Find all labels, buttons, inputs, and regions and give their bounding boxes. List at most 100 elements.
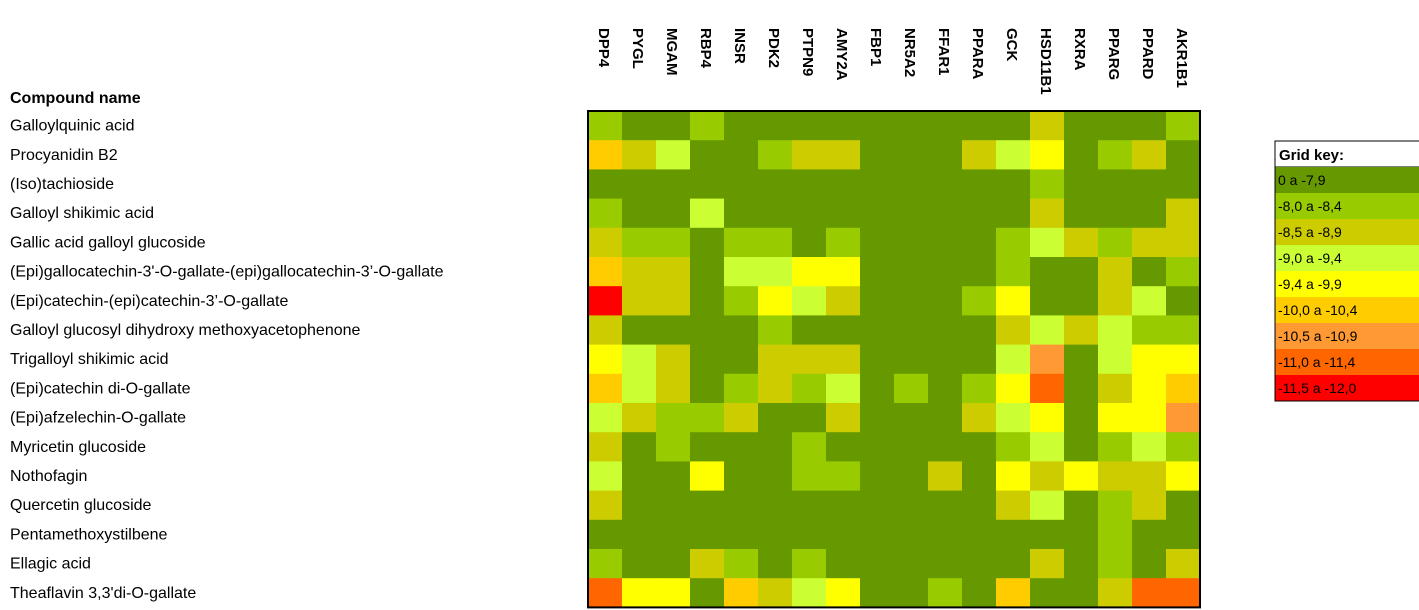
heatmap-cell (962, 519, 997, 550)
heatmap-cell (622, 315, 657, 346)
heatmap-cell (1166, 519, 1201, 550)
column-label: AMY2A (833, 28, 850, 81)
heatmap-cell (758, 490, 793, 521)
heatmap-cell (792, 519, 827, 550)
heatmap-cell (962, 432, 997, 462)
legend-swatch (1275, 375, 1419, 401)
heatmap-cell (622, 403, 657, 433)
heatmap-cell (690, 111, 725, 141)
legend-label: -11,0 a -11,4 (1278, 354, 1356, 370)
row-header-label: Compound name (10, 90, 141, 107)
heatmap-cell (588, 169, 623, 200)
heatmap-cell (690, 140, 725, 170)
heatmap-cell (1132, 549, 1167, 579)
row-label: Nothofagin (10, 468, 87, 485)
heatmap-cell (962, 490, 997, 521)
heatmap-cell (1132, 315, 1167, 346)
heatmap-cell (792, 257, 827, 287)
column-label: FFAR1 (935, 28, 952, 76)
heatmap-cell (996, 111, 1031, 141)
heatmap-cell (588, 519, 623, 550)
heatmap-cell (928, 490, 963, 521)
row-label: (Epi)gallocatechin-3'-O-gallate-(epi)gal… (10, 264, 444, 281)
heatmap-cell (962, 140, 997, 170)
row-label: (Epi)afzelechin-O-gallate (10, 410, 186, 427)
heatmap-cell (690, 257, 725, 287)
heatmap-cell (928, 578, 963, 608)
heatmap-cell (928, 344, 963, 375)
heatmap-cell (894, 140, 929, 170)
heatmap-cell (826, 257, 861, 287)
heatmap-cell (826, 578, 861, 608)
heatmap-cell (758, 111, 793, 141)
heatmap-cell (1098, 490, 1133, 521)
heatmap-cell (1132, 519, 1167, 550)
heatmap-cell (758, 169, 793, 200)
heatmap-cell (1064, 373, 1099, 404)
heatmap-cell (622, 490, 657, 521)
heatmap-cell (690, 490, 725, 521)
heatmap-cell (656, 578, 691, 608)
heatmap-cell (1064, 140, 1099, 170)
heatmap-cell (928, 461, 963, 492)
heatmap-cell (860, 198, 895, 229)
heatmap-cell (622, 373, 657, 404)
heatmap-cell (724, 344, 759, 375)
heatmap-cell (1132, 373, 1167, 404)
heatmap-cell (792, 344, 827, 375)
heatmap-border (587, 110, 1201, 609)
heatmap-cell (690, 344, 725, 375)
heatmap-cell (724, 286, 759, 316)
heatmap-cell (928, 169, 963, 200)
row-label: Procyanidin B2 (10, 147, 118, 164)
heatmap-cell (1166, 490, 1201, 521)
heatmap-cell (588, 257, 623, 287)
heatmap-cell (724, 403, 759, 433)
heatmap-cell (622, 519, 657, 550)
heatmap-cell (826, 198, 861, 229)
heatmap-cell (894, 344, 929, 375)
heatmap-cell (894, 461, 929, 492)
heatmap-cell (894, 403, 929, 433)
heatmap-cell (1030, 198, 1065, 229)
heatmap-cell (996, 403, 1031, 433)
heatmap-cell (1064, 315, 1099, 346)
heatmap-cell (758, 227, 793, 258)
heatmap-cell (860, 432, 895, 462)
heatmap-cell (1030, 519, 1065, 550)
heatmap-cell (928, 373, 963, 404)
heatmap-cell (996, 578, 1031, 608)
column-label: PTPN9 (799, 28, 816, 76)
heatmap-cell (792, 315, 827, 346)
heatmap-cell (1166, 140, 1201, 170)
heatmap-cell (588, 286, 623, 316)
heatmap-cell (962, 344, 997, 375)
heatmap-cell (724, 373, 759, 404)
heatmap-cell (656, 140, 691, 170)
heatmap-cell (1098, 169, 1133, 200)
heatmap-cell (1166, 578, 1201, 608)
heatmap-cell (826, 286, 861, 316)
column-label: FBP1 (867, 28, 884, 66)
heatmap-cell (894, 169, 929, 200)
heatmap-cell (1098, 403, 1133, 433)
heatmap-cell (1030, 286, 1065, 316)
heatmap-cell (1132, 257, 1167, 287)
heatmap-cell (1030, 257, 1065, 287)
heatmap-cell (928, 111, 963, 141)
heatmap-cell (758, 140, 793, 170)
heatmap-cell (588, 198, 623, 229)
legend-swatch (1275, 219, 1419, 245)
heatmap-cell (1098, 461, 1133, 492)
heatmap-cell (826, 315, 861, 346)
heatmap-cell (1064, 461, 1099, 492)
row-labels: Galloylquinic acid Procyanidin B2 (Iso)tac… (10, 118, 444, 602)
column-label: INSR (731, 28, 748, 64)
heatmap-cell (588, 461, 623, 492)
heatmap-cell (724, 198, 759, 229)
heatmap-cell (792, 461, 827, 492)
heatmap-cell (962, 373, 997, 404)
heatmap-cell (928, 432, 963, 462)
heatmap-cell (758, 373, 793, 404)
heatmap-cell (656, 257, 691, 287)
